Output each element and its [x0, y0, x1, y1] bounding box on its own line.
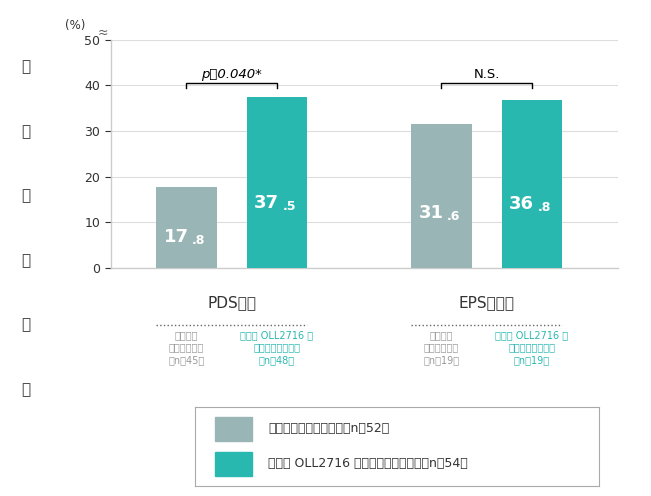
- Text: プラセボ
ヨーグルト群
（n＝19）: プラセボ ヨーグルト群 （n＝19）: [423, 330, 460, 366]
- Text: 除: 除: [21, 253, 31, 268]
- Bar: [215, 452, 252, 476]
- Bar: [215, 417, 252, 441]
- Text: 状: 状: [21, 124, 31, 139]
- Text: 乳酸菌 OLL2716 株
入りヨーグルト群
（n＝48）: 乳酸菌 OLL2716 株 入りヨーグルト群 （n＝48）: [240, 330, 314, 366]
- Bar: [247, 97, 307, 268]
- Text: 36: 36: [509, 195, 534, 213]
- Bar: [156, 186, 217, 268]
- Text: 乳酸菌 OLL2716 株
入りヨーグルト群
（n＝19）: 乳酸菌 OLL2716 株 入りヨーグルト群 （n＝19）: [495, 330, 568, 366]
- Bar: [411, 124, 471, 268]
- Text: 37: 37: [254, 194, 279, 212]
- Text: の: の: [21, 188, 31, 203]
- Text: 31: 31: [419, 204, 443, 222]
- Text: EPS様症状: EPS様症状: [459, 295, 515, 310]
- Text: (%): (%): [65, 19, 85, 32]
- Text: 症: 症: [21, 60, 31, 74]
- Text: 乳酸菌 OLL2716 株入りヨーグルト群（n＝54）: 乳酸菌 OLL2716 株入りヨーグルト群（n＝54）: [268, 457, 467, 470]
- Text: 率: 率: [21, 382, 31, 397]
- Text: N.S.: N.S.: [473, 68, 500, 81]
- Text: .6: .6: [447, 210, 460, 223]
- Text: プラセボ
ヨーグルト群
（n＝45）: プラセボ ヨーグルト群 （n＝45）: [168, 330, 204, 366]
- Text: ~: ~: [98, 28, 108, 41]
- Text: .8: .8: [191, 234, 205, 247]
- Text: プラセボヨーグルト群（n＝52）: プラセボヨーグルト群（n＝52）: [268, 423, 389, 435]
- Text: 17: 17: [163, 228, 188, 246]
- Text: .8: .8: [538, 201, 551, 214]
- Text: ~: ~: [98, 25, 108, 38]
- Bar: [502, 100, 562, 268]
- Text: 去: 去: [21, 317, 31, 332]
- Text: .5: .5: [283, 200, 296, 213]
- Text: PDS症状: PDS症状: [207, 295, 256, 310]
- Text: p＝0.040*: p＝0.040*: [201, 68, 262, 81]
